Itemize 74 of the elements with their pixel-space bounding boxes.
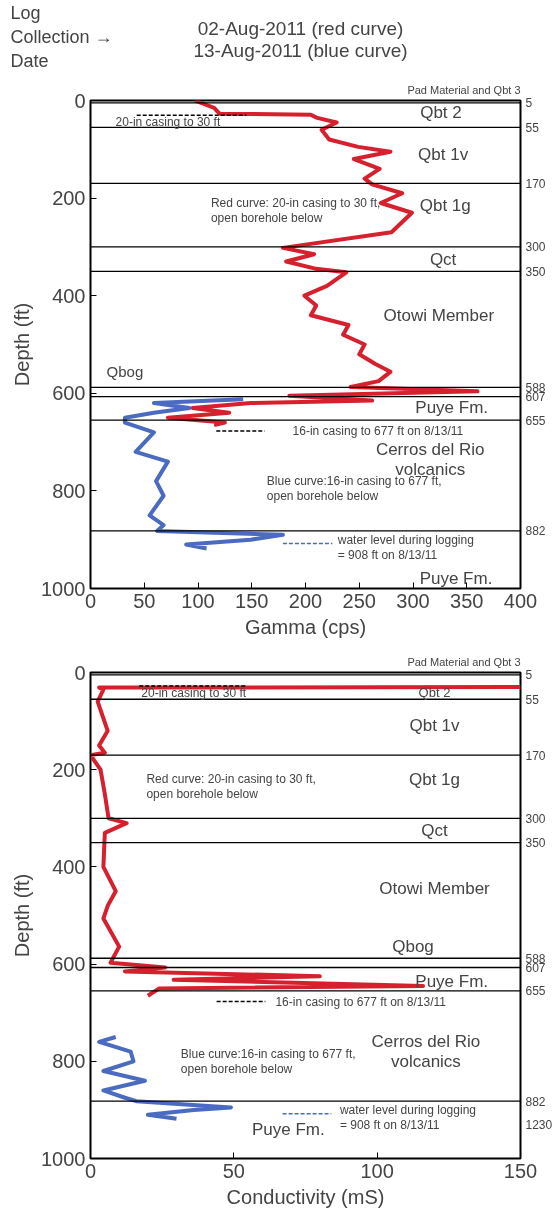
annotation: Puye Fm. <box>415 398 489 418</box>
ref-line-label: 170 <box>525 176 546 191</box>
ref-line-label: 882 <box>525 1094 546 1109</box>
x-tick-label: 150 <box>235 589 269 612</box>
ref-line-label: 170 <box>525 748 546 763</box>
y-tick-label: 600 <box>52 382 86 405</box>
y-tick-label: 200 <box>52 187 86 210</box>
y-tick-label: 600 <box>52 953 86 976</box>
annotation: Qct <box>429 249 457 269</box>
x-tick-label: 150 <box>503 1159 538 1182</box>
x-axis-title: Conductivity (mS) <box>226 1185 385 1208</box>
x-tick-label: 250 <box>342 589 376 612</box>
y-tick-label: 1000 <box>41 577 86 600</box>
annotation: Qbt 1v <box>409 716 461 736</box>
x-tick-label: 350 <box>450 589 484 612</box>
annotation: Blue curve:16-in casing to 677 ft, open borehole below <box>180 1046 356 1076</box>
x-tick-label: 400 <box>503 589 538 612</box>
ref-line-label: 655 <box>525 413 546 428</box>
annotation: 16-in casing to 677 ft on 8/13/11 <box>292 423 464 438</box>
annotation: 20-in casing to 30 ft <box>141 686 247 701</box>
annotation: Qbog <box>106 362 144 380</box>
x-tick-label: 100 <box>181 589 215 612</box>
annotation: Qbog <box>392 936 434 956</box>
y-axis-title: Depth (ft) <box>11 302 34 387</box>
line-series <box>90 685 521 998</box>
annotation: Cerros del Rio volcanics <box>371 1032 481 1072</box>
x-tick-label: 200 <box>288 589 323 612</box>
y-tick-label: 400 <box>52 284 86 307</box>
text: Pad Material and Qbt 3 <box>407 83 521 96</box>
annotation: 20-in casing to 30 ft <box>115 115 221 130</box>
annotation: Otowi Member <box>383 305 495 325</box>
chart-title: 02-Aug-2011 (red curve) 13-Aug-2011 (blue curve) <box>193 18 408 61</box>
ref-line-label: 882 <box>525 524 546 539</box>
x-tick-label: 50 <box>133 589 156 612</box>
y-tick-label: 800 <box>52 1050 86 1073</box>
annotation: Qct <box>421 820 448 840</box>
annotation: water level during logging = 908 ft on 8/13/11 <box>336 532 474 562</box>
ref-line-label: 655 <box>525 984 546 999</box>
ref-line-label: 350 <box>525 836 546 851</box>
ref-line-label: 300 <box>525 811 546 826</box>
annotation: Qbt 1v <box>418 144 469 164</box>
ref-line-label: 5 <box>525 96 533 111</box>
annotation: Qbt 1g <box>419 195 471 215</box>
ref-line-label: 5 <box>525 668 533 683</box>
annotation: Puye Fm. <box>251 1119 325 1139</box>
y-tick-label: 200 <box>52 758 86 781</box>
x-tick-label: 50 <box>222 1159 245 1182</box>
y-tick-label: 0 <box>74 89 86 112</box>
annotation: Red curve: 20-in casing to 30 ft, open borehole below <box>146 772 316 802</box>
x-axis-title: Gamma (cps) <box>244 615 367 638</box>
annotation: Qbt 2 <box>418 684 451 700</box>
annotation: Red curve: 20-in casing to 30 ft, open borehole below <box>210 195 381 225</box>
annotation: Qbt 2 <box>420 103 462 123</box>
y-tick-label: 400 <box>52 855 86 878</box>
ref-line-label: 300 <box>525 240 546 255</box>
text: Pad Material and Qbt 3 <box>407 655 521 668</box>
x-tick-label: 100 <box>360 1159 394 1182</box>
ref-line-label: 55 <box>525 120 540 135</box>
y-tick-label: 1000 <box>41 1147 86 1170</box>
text: Log Collection → Date <box>10 2 113 71</box>
ref-line-label: 350 <box>525 264 546 279</box>
y-axis-title: Depth (ft) <box>11 873 34 958</box>
annotation: Otowi Member <box>379 879 491 899</box>
y-tick-label: 0 <box>74 661 86 684</box>
ref-line-label: 607 <box>525 961 546 975</box>
ref-line-label: 55 <box>525 692 540 707</box>
y-tick-label: 800 <box>52 479 86 502</box>
annotation: 16-in casing to 677 ft on 8/13/11 <box>275 994 447 1009</box>
annotation: Puye Fm. <box>415 971 489 991</box>
annotation: Puye Fm. <box>419 569 493 589</box>
annotation: water level during logging = 908 ft on 8/13/11 <box>338 1102 476 1132</box>
x-tick-label: 300 <box>396 589 430 612</box>
annotation: Qbt 1g <box>408 769 461 789</box>
text: 1230 <box>525 1117 553 1132</box>
